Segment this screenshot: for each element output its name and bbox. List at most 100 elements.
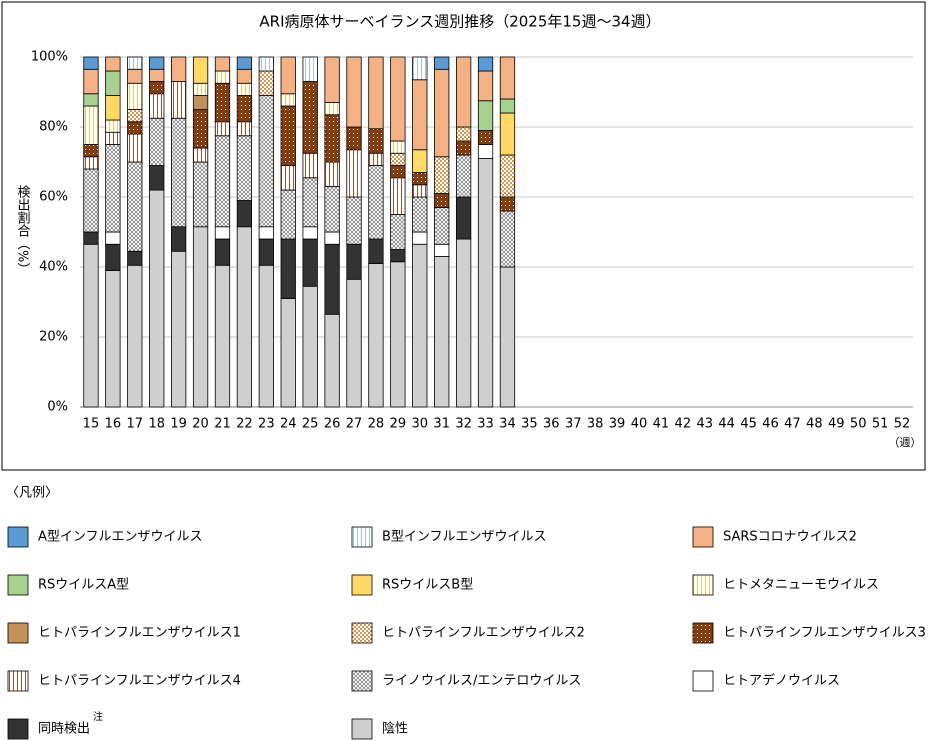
bar-segment	[258, 70, 274, 96]
bar-segment	[434, 193, 450, 208]
bar-segment	[499, 112, 516, 156]
x-tick-label: 39	[609, 417, 626, 432]
bar-segment	[412, 56, 428, 81]
bar-segment	[346, 56, 362, 128]
bar-segment	[346, 243, 362, 280]
bar-segment	[346, 126, 362, 151]
bar-segment	[83, 231, 99, 245]
bar-segment	[105, 119, 121, 133]
bar-segment	[105, 243, 121, 271]
bar-segment	[390, 152, 406, 166]
bar-segment	[127, 133, 143, 163]
bar-segment	[192, 82, 209, 96]
bar-segment	[390, 56, 406, 142]
bar-segment	[171, 226, 187, 252]
bar-segment	[302, 56, 318, 82]
x-tick-label: 29	[390, 417, 407, 432]
legend-label: RSウイルスB型	[382, 578, 473, 593]
legend-swatch	[7, 574, 29, 596]
bar-segment	[434, 256, 450, 408]
legend-swatch	[692, 670, 714, 692]
bar-segment	[236, 121, 253, 137]
bar-segment	[214, 226, 231, 240]
bar-segment	[214, 82, 231, 123]
bar-segment	[368, 56, 384, 130]
bar-segment	[280, 93, 296, 107]
bar-segment	[390, 214, 406, 250]
x-tick-label: 40	[631, 417, 648, 432]
bar-segment	[192, 147, 209, 163]
bar-segment	[214, 135, 231, 228]
x-tick-label: 34	[499, 417, 516, 432]
bar-segment	[324, 114, 340, 163]
bar-segment	[127, 68, 143, 84]
x-tick-label: 26	[324, 417, 341, 432]
bar-segment	[127, 161, 143, 252]
legend-title: 〈凡例〉	[6, 486, 58, 501]
bar-segment	[192, 95, 209, 110]
bar-segment	[412, 149, 428, 173]
legend-swatch	[692, 526, 714, 548]
bar-segment	[477, 56, 494, 72]
bar-segment	[171, 117, 187, 228]
bar-segment	[105, 231, 121, 245]
x-tick-label: 24	[280, 417, 297, 432]
bar-segment	[412, 79, 428, 151]
bar-segment	[455, 196, 472, 240]
bar-segment	[192, 161, 209, 228]
bar-segment	[105, 56, 121, 72]
bar-segment	[236, 95, 253, 123]
legend-swatch	[7, 670, 29, 692]
bar-segment	[368, 263, 384, 408]
bar-segment	[280, 298, 296, 408]
bar-segment	[455, 154, 472, 198]
bar-segment	[236, 82, 253, 96]
bar-segment	[368, 152, 384, 166]
bar-segment	[455, 126, 472, 142]
bar-segment	[258, 56, 274, 72]
bar-segment	[434, 156, 450, 194]
legend-swatch	[351, 574, 373, 596]
y-axis-label: 検出割合（%）	[15, 185, 31, 275]
bar-segment	[346, 196, 362, 245]
y-tick-label: 20%	[39, 330, 68, 345]
bar-segment	[83, 93, 99, 107]
bar-segment	[499, 266, 516, 408]
x-tick-label: 49	[828, 417, 845, 432]
x-tick-label: 50	[850, 417, 867, 432]
x-tick-label: 15	[83, 417, 100, 432]
bar-segment	[324, 313, 340, 408]
bar-segment	[280, 105, 296, 166]
bar-segment	[346, 278, 362, 408]
x-tick-label: 51	[872, 417, 889, 432]
legend-label: 同時検出	[38, 722, 90, 737]
legend-swatch	[7, 622, 29, 644]
bar-segment	[214, 264, 231, 408]
x-tick-label: 48	[806, 417, 823, 432]
x-tick-label: 21	[214, 417, 231, 432]
bar-segment	[390, 140, 406, 154]
x-tick-label: 17	[127, 417, 144, 432]
legend-label: RSウイルスA型	[38, 578, 129, 593]
legend-label: B型インフルエンザウイルス	[382, 530, 547, 545]
bar-segment	[83, 156, 99, 170]
bar-segment	[83, 243, 99, 408]
bar-segment	[127, 250, 143, 266]
legend-swatch	[351, 718, 373, 740]
bar-segment	[434, 207, 450, 245]
x-tick-label: 23	[258, 417, 275, 432]
bar-segment	[412, 172, 428, 186]
bar-segment	[83, 56, 99, 70]
legend-swatch	[7, 526, 29, 548]
bar-segment	[434, 56, 450, 70]
bar-segment	[149, 117, 165, 166]
bar-segment	[324, 161, 340, 187]
legend-swatch	[351, 670, 373, 692]
x-tick-label: 36	[543, 417, 560, 432]
bar-segment	[455, 238, 472, 408]
x-tick-label: 42	[675, 417, 692, 432]
bar-segment	[149, 68, 165, 82]
bar-segment	[258, 238, 274, 266]
bar-segment	[127, 82, 143, 110]
